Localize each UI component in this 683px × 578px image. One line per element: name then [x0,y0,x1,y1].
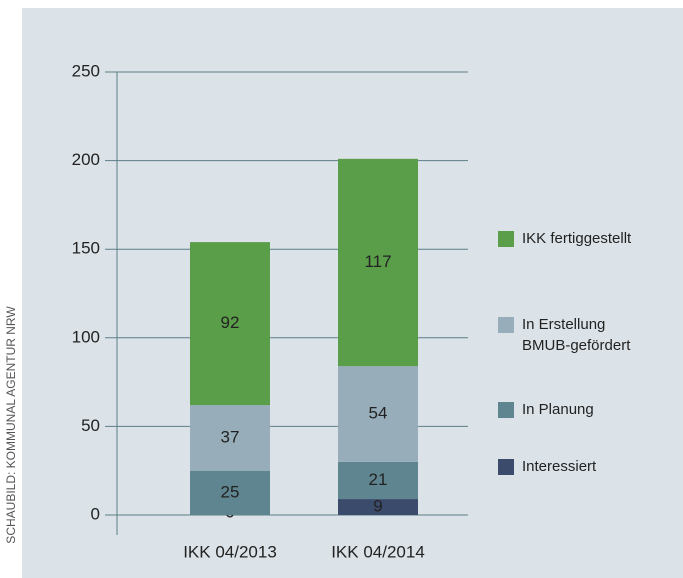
data-label: 9 [373,497,382,516]
legend-label: In Planung [522,401,594,418]
y-tick-label: 50 [81,416,100,435]
y-tick-label: 0 [91,504,100,523]
data-label: 37 [221,427,240,446]
data-label: 54 [369,403,388,422]
bar-segment [338,158,418,367]
y-tick-label: 200 [72,150,100,169]
bar-segment [338,499,418,515]
bar-segment [190,405,270,471]
y-tick-label: 100 [72,327,100,346]
legend-swatch [498,317,514,333]
legend-swatch [498,459,514,475]
legend-label: In Erstellung BMUB-gefördert [522,316,631,354]
bar-segment [338,366,418,462]
y-tick-label: 150 [72,239,100,258]
source: SCHAUBILD: KOMMUNAL AGENTUR NRW [4,306,18,544]
data-label: 92 [221,313,240,332]
bar-segment [190,470,270,515]
legend-label: Interessiert [522,458,597,475]
x-tick-label: IKK 04/2013 [183,542,277,561]
data-label: 117 [364,252,391,271]
legend-label: IKK fertiggestellt [522,230,632,247]
x-tick-label: IKK 04/2014 [331,542,425,561]
data-label: 25 [221,482,240,501]
bar-segment [190,242,270,406]
legend-swatch [498,402,514,418]
legend-swatch [498,231,514,247]
y-tick-label: 250 [72,61,100,80]
data-label: 21 [369,470,388,489]
bar-segment [338,461,418,500]
